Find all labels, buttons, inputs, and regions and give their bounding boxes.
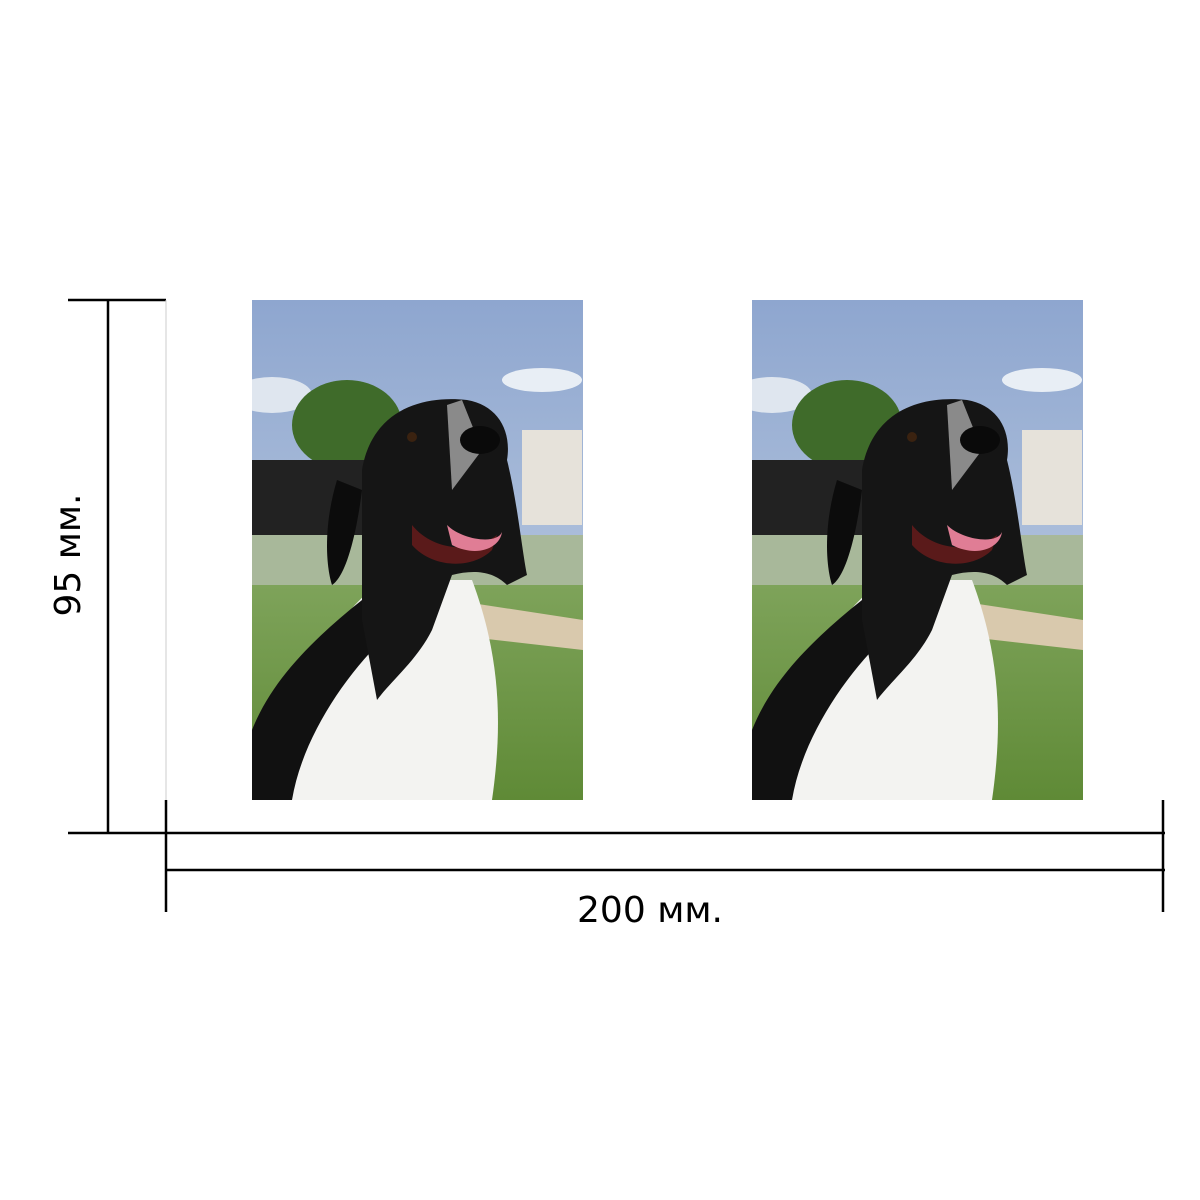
product-photo	[732, 300, 1083, 800]
width-dimension	[164, 800, 1165, 912]
product-photo	[232, 300, 583, 800]
width-label: 200 мм.	[577, 890, 723, 931]
height-dimension	[68, 298, 167, 835]
height-label: 95 мм.	[48, 493, 89, 616]
